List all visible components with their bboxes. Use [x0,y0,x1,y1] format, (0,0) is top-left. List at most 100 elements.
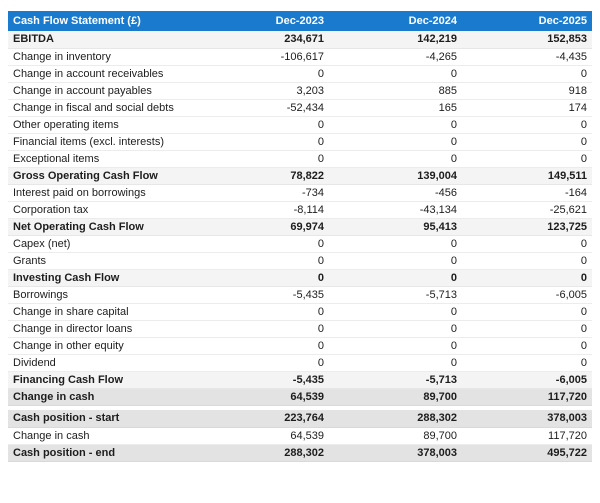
row-label: Dividend [8,354,196,372]
row-value: 495,722 [462,444,592,462]
row-label: Exceptional items [8,150,196,168]
row-value: 223,764 [196,410,329,428]
table-row: EBITDA 234,671 142,219 152,853 [8,31,592,49]
row-value: 0 [329,303,462,321]
row-value: -456 [329,184,462,202]
row-label: EBITDA [8,31,196,49]
table-row: Financing Cash Flow -5,435 -5,713 -6,005 [8,371,592,389]
row-value: 0 [462,133,592,151]
row-value: 0 [196,133,329,151]
section-separator [8,405,592,410]
row-value: 0 [196,150,329,168]
row-value: 0 [329,133,462,151]
row-value: 0 [462,337,592,355]
row-value: 95,413 [329,218,462,236]
row-value: 0 [196,235,329,253]
table-row: Cash position - end 288,302 378,003 495,722 [8,444,592,462]
table-row: Change in account payables 3,203 885 918 [8,82,592,100]
row-value: 885 [329,82,462,100]
table-row: Exceptional items 0 0 0 [8,150,592,168]
row-value: 0 [462,320,592,338]
row-value: 0 [329,320,462,338]
row-label: Change in fiscal and social debts [8,99,196,117]
table-row: Net Operating Cash Flow 69,974 95,413 123,7… [8,218,592,236]
table-row: Borrowings -5,435 -5,713 -6,005 [8,286,592,304]
page: Cash Flow Statement (£) Dec-2023 Dec-202… [8,11,592,462]
row-value: 0 [329,337,462,355]
row-label: Corporation tax [8,201,196,219]
row-value: 64,539 [196,427,329,445]
row-value: 64,539 [196,388,329,406]
row-value: 0 [462,303,592,321]
row-value: -43,134 [329,201,462,219]
row-value: -5,713 [329,371,462,389]
row-label: Borrowings [8,286,196,304]
row-label: Change in account receivables [8,65,196,83]
row-label: Other operating items [8,116,196,134]
table-row: Change in fiscal and social debts -52,434… [8,99,592,117]
table-row: Interest paid on borrowings -734 -456 -164 [8,184,592,202]
row-value: 0 [196,354,329,372]
row-value: 174 [462,99,592,117]
row-label: Financing Cash Flow [8,371,196,389]
row-value: 0 [329,150,462,168]
table-header-row: Cash Flow Statement (£) Dec-2023 Dec-202… [8,11,592,31]
table-row: Grants 0 0 0 [8,252,592,270]
column-header-dec-2023: Dec-2023 [196,11,329,31]
row-value: -164 [462,184,592,202]
row-value: 0 [329,354,462,372]
row-value: 378,003 [462,410,592,428]
row-value: -8,114 [196,201,329,219]
row-label: Change in director loans [8,320,196,338]
row-value: 0 [196,269,329,287]
row-label: Interest paid on borrowings [8,184,196,202]
row-value: 3,203 [196,82,329,100]
table-row: Other operating items 0 0 0 [8,116,592,134]
row-value: 234,671 [196,31,329,49]
row-value: 288,302 [329,410,462,428]
row-value: 0 [329,116,462,134]
table-title: Cash Flow Statement (£) [8,11,196,31]
row-value: 139,004 [329,167,462,185]
row-value: -734 [196,184,329,202]
row-label: Net Operating Cash Flow [8,218,196,236]
row-label: Change in share capital [8,303,196,321]
table-row: Gross Operating Cash Flow 78,822 139,004 14… [8,167,592,185]
row-value: -106,617 [196,48,329,66]
row-value: 0 [329,65,462,83]
table-row: Capex (net) 0 0 0 [8,235,592,253]
row-value: -52,434 [196,99,329,117]
row-label: Capex (net) [8,235,196,253]
row-label: Change in account payables [8,82,196,100]
row-value: 0 [196,116,329,134]
row-value: 0 [196,65,329,83]
row-value: 152,853 [462,31,592,49]
row-value: 69,974 [196,218,329,236]
row-value: 0 [329,269,462,287]
row-label: Gross Operating Cash Flow [8,167,196,185]
row-label: Change in cash [8,388,196,406]
row-value: -25,621 [462,201,592,219]
row-label: Investing Cash Flow [8,269,196,287]
row-value: 0 [462,65,592,83]
row-value: 288,302 [196,444,329,462]
row-value: -6,005 [462,371,592,389]
row-value: 117,720 [462,388,592,406]
row-value: 0 [462,252,592,270]
row-value: 117,720 [462,427,592,445]
table-row: Change in share capital 0 0 0 [8,303,592,321]
row-value: 0 [196,320,329,338]
table-row: Change in inventory -106,617 -4,265 -4,435 [8,48,592,66]
row-value: -4,265 [329,48,462,66]
row-label: Change in inventory [8,48,196,66]
row-value: 0 [462,150,592,168]
table-row: Change in director loans 0 0 0 [8,320,592,338]
row-value: 918 [462,82,592,100]
row-value: 89,700 [329,388,462,406]
table-row: Change in cash 64,539 89,700 117,720 [8,427,592,445]
row-value: 89,700 [329,427,462,445]
row-value: 0 [462,269,592,287]
row-value: 0 [329,235,462,253]
table-row: Change in other equity 0 0 0 [8,337,592,355]
row-label: Cash position - end [8,444,196,462]
